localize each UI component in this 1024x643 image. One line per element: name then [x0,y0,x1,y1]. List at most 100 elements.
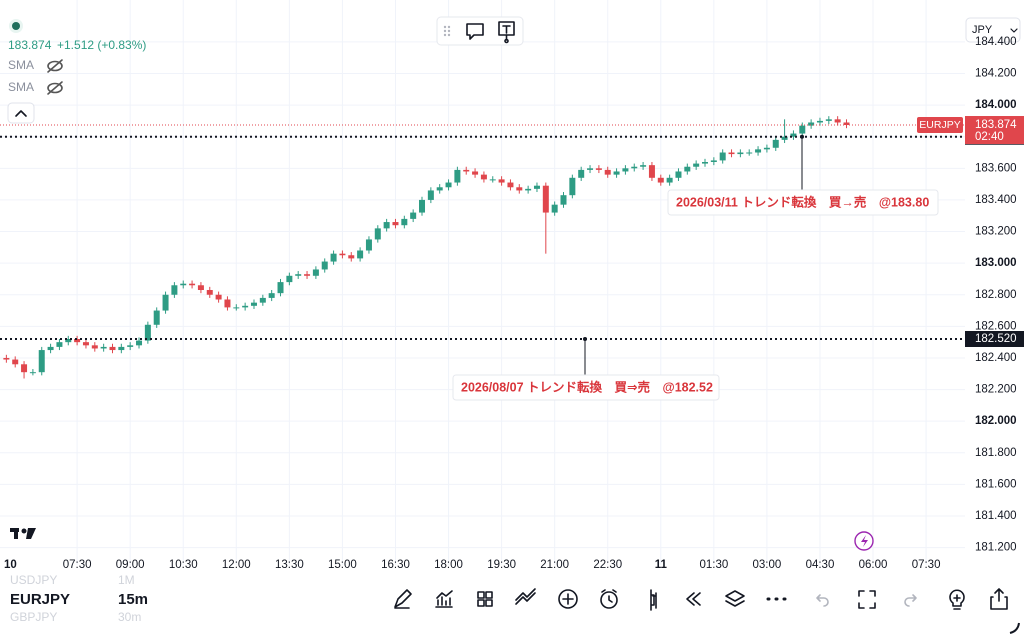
add-icon [562,593,574,605]
y-tick-label: 182.200 [975,384,1017,396]
undo-tool[interactable] [816,594,829,607]
x-tick-label: 09:00 [116,559,145,571]
y-tick-label: 184.200 [975,68,1017,80]
x-tick-label: 22:30 [593,559,622,571]
candle-body [569,177,576,196]
text-icon[interactable] [498,21,515,44]
candle-body [427,190,434,200]
candle-body [12,359,19,365]
fullscreen-tool[interactable] [858,590,876,609]
price-tag-label: 182.520 [975,333,1017,345]
candle-body [799,125,806,134]
last-price-tag-label: 183.874 [975,119,1017,131]
hide-icon[interactable] [47,59,63,73]
candle-body [781,136,788,140]
candle-body [640,165,647,167]
candle-body [383,222,390,229]
draw-tool[interactable] [394,589,412,609]
y-tick-label: 182.600 [975,320,1017,332]
candle-body [533,185,540,189]
hide-icon[interactable] [47,81,63,95]
candle-body [259,297,266,303]
collapse-button[interactable] [7,102,35,124]
candle-body [507,182,514,188]
candle-body [834,119,841,123]
y-tick-label: 181.200 [975,542,1017,554]
candle-body [843,122,850,126]
annotation-anchor [800,134,804,139]
alert-tool[interactable] [600,591,618,609]
compare-tool[interactable] [515,588,536,605]
x-tick-label: 15:00 [328,559,357,571]
candle-body [304,274,311,276]
currency: JPY [972,24,993,36]
candle-body [693,163,700,167]
candle-body [127,345,134,347]
candle-body [47,346,54,351]
candle-body [657,177,664,183]
last-price-tag [965,116,1024,145]
candle-body [82,342,89,346]
candle-body [21,364,28,373]
candle-body [631,166,638,169]
candle-body [480,174,487,180]
drag-handle[interactable] [443,25,451,37]
candle-body [197,285,204,291]
candle-body [454,169,461,183]
indicator[interactable]: SMA [8,58,34,72]
candle-body [136,340,143,346]
interval[interactable]: 15m [118,591,148,608]
candle-body [348,255,355,259]
ideas-tool[interactable] [949,589,965,610]
indicators-tool[interactable] [435,590,453,608]
toolbar [394,588,1008,611]
replay-tool[interactable] [686,592,701,606]
y-tick-label: 183.400 [975,194,1017,206]
x-tick-label: 18:00 [434,559,463,571]
candle-body [746,152,753,154]
countdown: 02:40 [975,131,1004,143]
y-tick-label: 181.600 [975,478,1017,490]
candle-body [56,342,63,347]
candle-body [330,253,337,262]
symbol[interactable]: EURJPY [10,591,70,608]
redo-tool[interactable] [904,594,917,607]
candle-body [3,357,10,360]
last-price: 183.874 [8,38,52,52]
candle-tool[interactable] [650,589,657,611]
watchlist-interval: 30m [118,610,141,624]
candle-body [153,310,160,325]
watchlist-symbol[interactable]: GBPJPY [10,610,57,624]
candle-body [365,239,372,251]
candle-body [622,168,629,172]
candle-body [312,269,319,276]
event-bolt [861,535,868,547]
candle-body [578,169,585,178]
candle-body [321,261,328,270]
x-tick-label: 06:00 [859,559,888,571]
candle-body [91,345,98,349]
candle-body [38,350,45,373]
candle-body [419,199,426,213]
indicator[interactable]: SMA [8,80,34,94]
candle-body [100,346,107,349]
candle-body [445,182,452,188]
x-tick-label: 03:00 [753,559,782,571]
add-tool[interactable] [558,589,578,609]
price-tag [965,331,1024,347]
share-tool[interactable] [990,588,1008,610]
watchlist-symbol[interactable]: USDJPY [10,573,57,587]
x-tick-label: 16:30 [381,559,410,571]
candle-body [560,195,567,205]
candle-body [29,372,36,374]
layers-tool[interactable] [725,590,745,607]
layouts-tool[interactable] [477,591,493,607]
bottom-bar [0,576,1024,643]
symbol-tag-label: EURJPY [919,119,960,131]
currency-selector[interactable] [965,17,1021,43]
candle-body [118,346,125,351]
candle-body [436,187,443,191]
candle-body [472,171,479,175]
comment-icon[interactable] [466,23,484,40]
